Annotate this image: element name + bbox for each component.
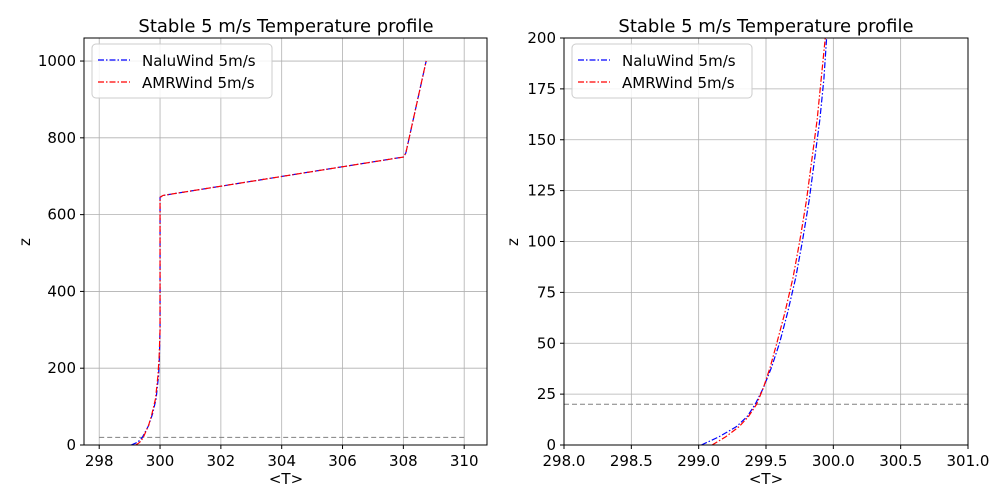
x-tick-label: 308 [389, 452, 418, 470]
left-chart-title: Stable 5 m/s Temperature profile [138, 16, 433, 37]
left-series-lines [130, 60, 427, 446]
x-tick-label: 310 [450, 452, 479, 470]
left-legend: NaluWind 5m/s AMRWind 5m/s [91, 43, 273, 99]
y-tick-label: 25 [537, 385, 556, 403]
series-line-1 [135, 60, 427, 446]
right-legend-label-naluwind: NaluWind 5m/s [622, 52, 736, 70]
x-tick-label: 302 [207, 452, 236, 470]
x-tick-label: 300 [146, 452, 175, 470]
y-tick-label: 0 [66, 436, 76, 454]
right-chart-title: Stable 5 m/s Temperature profile [618, 16, 913, 37]
y-tick-label: 125 [527, 182, 556, 200]
x-tick-label: 300.5 [879, 452, 922, 470]
y-tick-label: 175 [527, 80, 556, 98]
y-tick-label: 800 [47, 129, 76, 147]
x-tick-label: 306 [328, 452, 357, 470]
x-tick-label: 298.0 [543, 452, 586, 470]
right-legend-box [571, 43, 753, 99]
left-y-ticks: 0 200 400 600 800 1000 [38, 52, 84, 454]
y-tick-label: 400 [47, 282, 76, 300]
y-tick-label: 100 [527, 233, 556, 251]
series-line-1 [711, 37, 826, 446]
y-tick-label: 75 [537, 283, 556, 301]
x-tick-label: 299.0 [677, 452, 720, 470]
right-y-axis-label: z [504, 238, 522, 246]
x-tick-label: 301.0 [947, 452, 990, 470]
right-y-ticks: 0 25 50 75 100 125 150 175 200 [527, 29, 564, 454]
right-legend: NaluWind 5m/s AMRWind 5m/s [571, 43, 753, 99]
left-x-ticks: 298 300 302 304 306 308 310 [85, 445, 479, 470]
left-x-axis-label: <T> [269, 470, 303, 488]
right-grid [563, 37, 969, 446]
y-tick-label: 1000 [38, 52, 76, 70]
right-chart: Stable 5 m/s Temperature profile 298.0 29… [504, 16, 989, 488]
x-tick-label: 304 [267, 452, 296, 470]
y-tick-label: 200 [527, 29, 556, 47]
y-tick-label: 600 [47, 206, 76, 224]
left-chart: Stable 5 m/s Temperature profile 298 300 3… [16, 16, 488, 488]
y-tick-label: 0 [546, 436, 556, 454]
right-legend-label-amrwind: AMRWind 5m/s [622, 74, 735, 92]
y-tick-label: 50 [537, 334, 556, 352]
left-grid [84, 38, 487, 446]
x-tick-label: 298.5 [610, 452, 653, 470]
left-legend-box [91, 43, 273, 99]
series-line-0 [130, 60, 427, 446]
y-tick-label: 150 [527, 131, 556, 149]
left-legend-label-naluwind: NaluWind 5m/s [142, 52, 256, 70]
left-y-axis-label: z [16, 238, 34, 246]
left-plot-frame [83, 37, 488, 446]
x-tick-label: 300.0 [812, 452, 855, 470]
x-tick-label: 299.5 [745, 452, 788, 470]
right-x-axis-label: <T> [749, 470, 783, 488]
right-x-ticks: 298.0 298.5 299.0 299.5 300.0 300.5 301.0 [543, 445, 990, 470]
y-tick-label: 200 [47, 359, 76, 377]
right-series-lines [701, 37, 828, 446]
left-legend-label-amrwind: AMRWind 5m/s [142, 74, 255, 92]
x-tick-label: 298 [85, 452, 114, 470]
series-line-0 [701, 37, 828, 446]
